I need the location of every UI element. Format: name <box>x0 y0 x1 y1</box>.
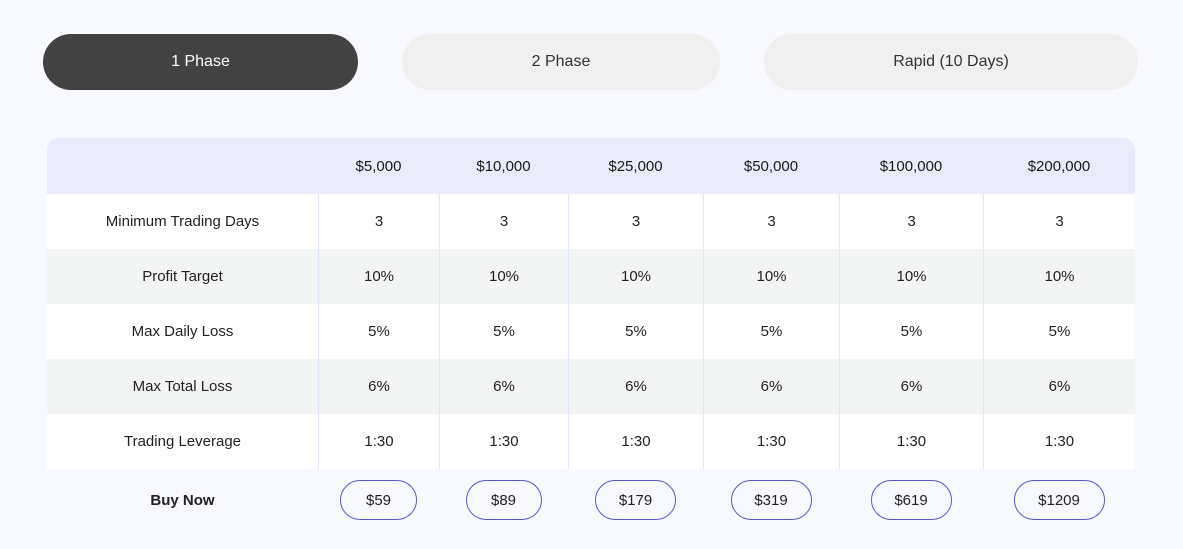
table-cell: 3 <box>983 194 1135 249</box>
buy-button-200000[interactable]: $1209 <box>1013 480 1105 520</box>
column-header: $200,000 <box>983 138 1135 194</box>
table-cell: 5% <box>983 304 1135 359</box>
table-cell: 1:30 <box>439 414 568 469</box>
row-label: Max Total Loss <box>47 359 318 414</box>
table-row: Minimum Trading Days 3 3 3 3 3 3 <box>47 194 1135 249</box>
table-cell: 6% <box>839 359 983 414</box>
pricing-table: $5,000 $10,000 $25,000 $50,000 $100,000 … <box>47 138 1135 531</box>
row-label: Minimum Trading Days <box>47 194 318 249</box>
buy-button-100000[interactable]: $619 <box>870 480 952 520</box>
table-cell: 3 <box>839 194 983 249</box>
column-header: $10,000 <box>439 138 568 194</box>
table-row: Trading Leverage 1:30 1:30 1:30 1:30 1:3… <box>47 414 1135 469</box>
row-label: Profit Target <box>47 249 318 304</box>
buy-now-label: Buy Now <box>150 491 215 509</box>
table-cell: 1:30 <box>568 414 703 469</box>
table-cell: 10% <box>439 249 568 304</box>
table-cell: 5% <box>703 304 839 359</box>
table-cell: 5% <box>839 304 983 359</box>
column-header: $5,000 <box>318 138 439 194</box>
plan-tabs: 1 Phase 2 Phase Rapid (10 Days) <box>43 34 1138 90</box>
table-cell: 1:30 <box>318 414 439 469</box>
table-row: Max Daily Loss 5% 5% 5% 5% 5% 5% <box>47 304 1135 359</box>
buy-row: Buy Now $59 $89 $179 $319 $619 $1209 <box>47 469 1135 531</box>
header-row: $5,000 $10,000 $25,000 $50,000 $100,000 … <box>47 138 1135 194</box>
buy-button-5000[interactable]: $59 <box>340 480 417 520</box>
column-header: $25,000 <box>568 138 703 194</box>
row-label: Max Daily Loss <box>47 304 318 359</box>
table-cell: 3 <box>568 194 703 249</box>
table-cell: 6% <box>318 359 439 414</box>
table-cell: 3 <box>439 194 568 249</box>
table-cell: 10% <box>568 249 703 304</box>
table-cell: 10% <box>839 249 983 304</box>
table-cell: 6% <box>703 359 839 414</box>
table-cell: 3 <box>703 194 839 249</box>
table-cell: 5% <box>439 304 568 359</box>
tab-rapid-10-days[interactable]: Rapid (10 Days) <box>764 34 1138 90</box>
table-cell: 10% <box>703 249 839 304</box>
table-cell: 1:30 <box>703 414 839 469</box>
buy-button-50000[interactable]: $319 <box>730 480 812 520</box>
column-header: $100,000 <box>839 138 983 194</box>
table-row: Profit Target 10% 10% 10% 10% 10% 10% <box>47 249 1135 304</box>
table-cell: 6% <box>983 359 1135 414</box>
buy-button-10000[interactable]: $89 <box>465 480 542 520</box>
header-blank-cell <box>47 138 318 194</box>
table-cell: 6% <box>568 359 703 414</box>
table-cell: 10% <box>318 249 439 304</box>
table-row: Max Total Loss 6% 6% 6% 6% 6% 6% <box>47 359 1135 414</box>
row-label: Trading Leverage <box>47 414 318 469</box>
table-cell: 10% <box>983 249 1135 304</box>
table-cell: 3 <box>318 194 439 249</box>
column-header: $50,000 <box>703 138 839 194</box>
buy-button-25000[interactable]: $179 <box>595 480 676 520</box>
tab-1-phase[interactable]: 1 Phase <box>43 34 358 90</box>
table-cell: 6% <box>439 359 568 414</box>
table-cell: 1:30 <box>839 414 983 469</box>
table-cell: 5% <box>568 304 703 359</box>
table-cell: 5% <box>318 304 439 359</box>
table-cell: 1:30 <box>983 414 1135 469</box>
tab-2-phase[interactable]: 2 Phase <box>402 34 720 90</box>
